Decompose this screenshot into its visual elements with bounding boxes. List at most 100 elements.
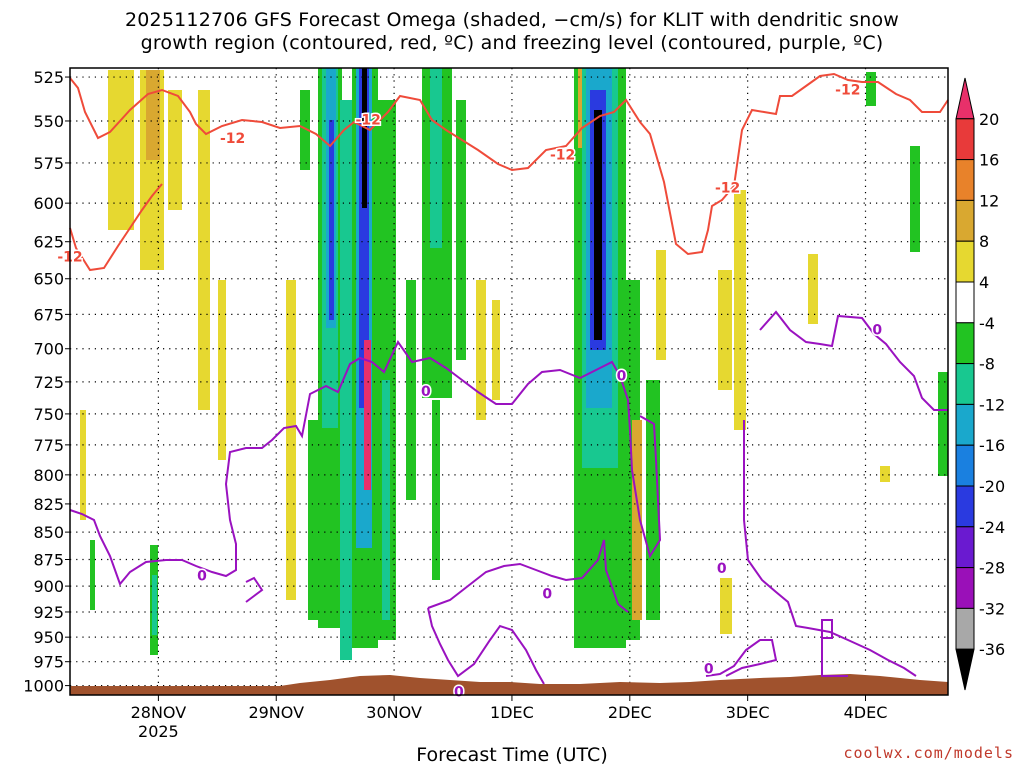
contour-label: 0 [542, 586, 552, 602]
colorbar-label: -36 [979, 640, 1005, 659]
chart-subtitle: growth region (contoured, red, ºC) and f… [140, 32, 884, 54]
colorbar-swatch [955, 607, 975, 650]
contour-label: -12 [550, 148, 575, 164]
colorbar-swatch [955, 240, 975, 283]
x-tick-label: 1DEC [490, 703, 534, 722]
omega-shade-cell [362, 68, 367, 208]
omega-shade-cell [286, 280, 296, 600]
omega-shade-cell [476, 280, 486, 420]
omega-shade-cell [80, 410, 86, 520]
colorbar-label: -12 [979, 395, 1005, 414]
y-tick-label: 725 [33, 373, 64, 392]
omega-shade-cell [646, 380, 660, 620]
omega-shade-cell [340, 100, 352, 660]
omega-shade-cell [146, 70, 160, 160]
colorbar-swatch [955, 159, 975, 201]
omega-shade-cell [359, 68, 369, 408]
contour-label: 0 [704, 661, 714, 677]
colorbar-swatch [955, 444, 975, 487]
colorbar-label: 4 [979, 273, 989, 292]
omega-shade-cell [300, 90, 310, 170]
contour-label: 0 [717, 561, 727, 577]
x-tick-label: 30NOV [366, 703, 422, 722]
y-tick-label: 550 [33, 112, 64, 131]
omega-shade-cell [152, 575, 157, 635]
colorbar: 20 16 12 8 4 -4 -8 -12 -16 -20 -24 -28 -32 -36 [955, 77, 1005, 691]
omega-shade-cell [594, 110, 602, 340]
y-tick-label: 600 [33, 194, 64, 213]
omega-shade-cell [938, 372, 948, 476]
contour-label: 0 [617, 368, 627, 384]
omega-shade-cell [218, 280, 226, 460]
omega-shade-cell [90, 540, 95, 610]
dendritic-contour-red [69, 72, 949, 272]
y-tick-label: 775 [33, 436, 64, 455]
x-tick-year-label: 2025 [138, 722, 179, 741]
contour-label: -12 [356, 112, 381, 128]
omega-shading-layer [80, 68, 948, 660]
omega-shade-cell [656, 250, 666, 360]
omega-shade-cell [198, 90, 210, 410]
colorbar-swatch [955, 77, 975, 120]
x-tick-label: 28NOV [131, 703, 187, 722]
colorbar-swatch [955, 403, 975, 446]
x-tick-label: 4DEC [844, 703, 888, 722]
colorbar-swatch [955, 118, 975, 161]
omega-shade-cell [108, 70, 134, 230]
omega-shade-cell [364, 340, 371, 490]
colorbar-label: -8 [979, 355, 995, 374]
colorbar-label: 20 [979, 110, 999, 129]
omega-shade-cell [866, 72, 876, 106]
colorbar-swatch [955, 567, 975, 609]
y-tick-label: 825 [33, 495, 64, 514]
omega-shade-cell [432, 400, 440, 580]
omega-shade-cell [492, 300, 500, 400]
omega-shade-cell [308, 420, 318, 620]
omega-shade-cell [382, 380, 390, 620]
terrain-surface [70, 674, 948, 695]
plot-frame [69, 67, 949, 696]
colorbar-label: -32 [979, 599, 1005, 618]
colorbar-swatch [955, 648, 975, 691]
y-tick-label: 925 [33, 603, 64, 622]
contour-label: -12 [835, 83, 860, 99]
y-tick-label: 900 [33, 577, 64, 596]
omega-shade-cell [808, 254, 818, 324]
omega-shade-cell [880, 466, 890, 482]
colorbar-label: -4 [979, 314, 995, 333]
colorbar-swatch [955, 485, 975, 528]
omega-shade-cell [406, 280, 416, 500]
colorbar-swatch [955, 199, 975, 242]
y-tick-label: 800 [33, 466, 64, 485]
colorbar-label: -16 [979, 436, 1005, 455]
omega-shade-cell [718, 270, 732, 390]
colorbar-swatch [955, 322, 975, 365]
colorbar-swatch [955, 526, 975, 569]
x-tick-label: 3DEC [726, 703, 770, 722]
omega-shade-cell [720, 578, 732, 634]
contour-label: 0 [197, 569, 207, 585]
omega-shade-cell [168, 90, 182, 210]
y-tick-label: 675 [33, 305, 64, 324]
x-tick-label: 2DEC [608, 703, 652, 722]
omega-shade-cell [632, 420, 642, 620]
colorbar-swatch [955, 281, 975, 324]
colorbar-label: -28 [979, 559, 1005, 578]
omega-shade-cell [456, 100, 466, 360]
contour-label: 0 [872, 323, 882, 339]
contour-label: 0 [421, 384, 431, 400]
y-tick-label: 525 [33, 68, 64, 87]
contour-label: 0 [454, 684, 464, 700]
grid-layer [70, 68, 948, 695]
colorbar-swatch [955, 363, 975, 405]
y-tick-label: 975 [33, 653, 64, 672]
colorbar-label: 8 [979, 232, 989, 251]
omega-shade-cell [430, 68, 442, 248]
y-tick-label: 625 [33, 233, 64, 252]
freezing-level-contour-purple [69, 310, 948, 685]
y-tick-label: 700 [33, 340, 64, 359]
omega-shade-cell [910, 146, 920, 252]
